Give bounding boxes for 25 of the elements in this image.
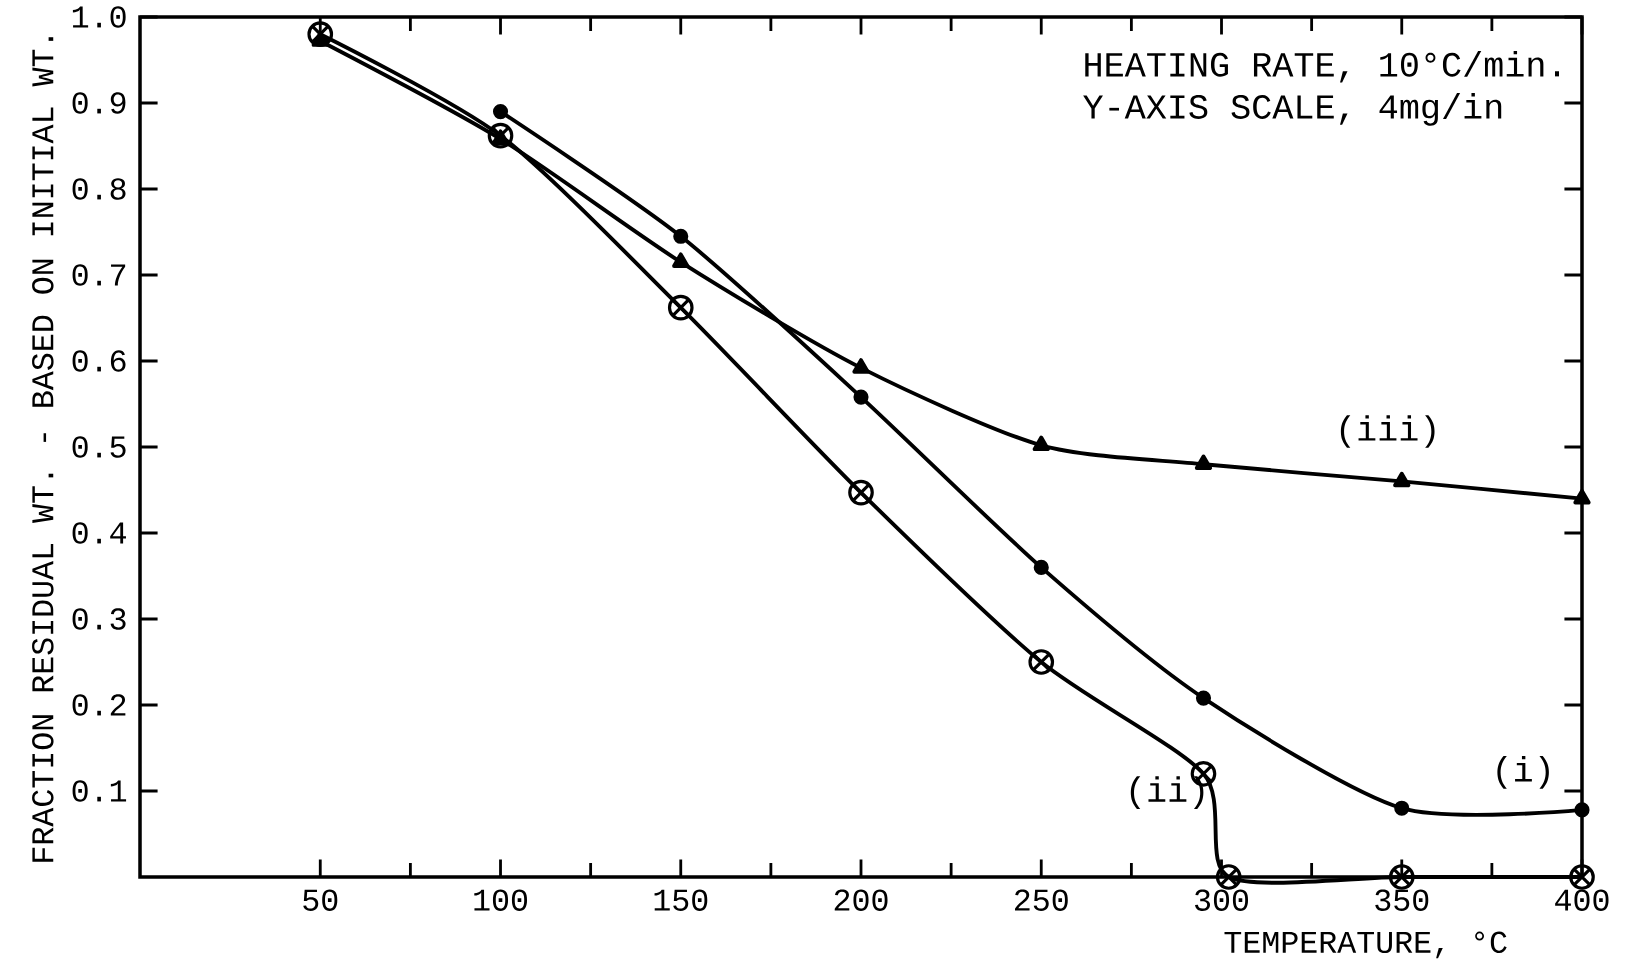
annotation: Y-AXIS SCALE, 4mg/in xyxy=(1083,93,1502,126)
series-label: (iii) xyxy=(1340,415,1435,448)
y-tick-label: 0.4 xyxy=(72,522,126,544)
legend-label: (i) xyxy=(1497,755,1549,789)
x-tick-label: 250 xyxy=(1014,889,1068,911)
y-tick-label: 1.0 xyxy=(72,6,126,28)
y-axis-title: FRACTION RESIDUAL WT. - BASED ON INITIAL WT. xyxy=(32,37,54,862)
x-tick-label: 100 xyxy=(474,889,528,911)
x-tick-label: 350 xyxy=(1375,889,1429,911)
x-tick-label: 300 xyxy=(1195,889,1249,911)
x-tick-label: 400 xyxy=(1555,889,1609,911)
x-axis-title: TEMPERATURE, °C xyxy=(1224,931,1507,959)
y-tick-label: 0.1 xyxy=(72,780,127,802)
y-tick-label: 0.2 xyxy=(72,694,126,716)
y-tick-label: 0.8 xyxy=(72,178,126,200)
annotation: HEATING RATE, 10°C/min. xyxy=(1085,50,1560,83)
y-tick-label: 0.5 xyxy=(72,436,126,458)
y-tick-label: 0.3 xyxy=(72,608,126,630)
y-tick-label: 0.9 xyxy=(72,92,126,114)
x-tick-label: 200 xyxy=(834,889,888,911)
series-label: (ii) xyxy=(1130,776,1204,810)
y-tick-label: 0.7 xyxy=(72,264,126,286)
y-tick-label: 0.6 xyxy=(72,350,126,372)
x-tick-label: 50 xyxy=(303,889,338,911)
x-tick-label: 150 xyxy=(654,889,708,911)
